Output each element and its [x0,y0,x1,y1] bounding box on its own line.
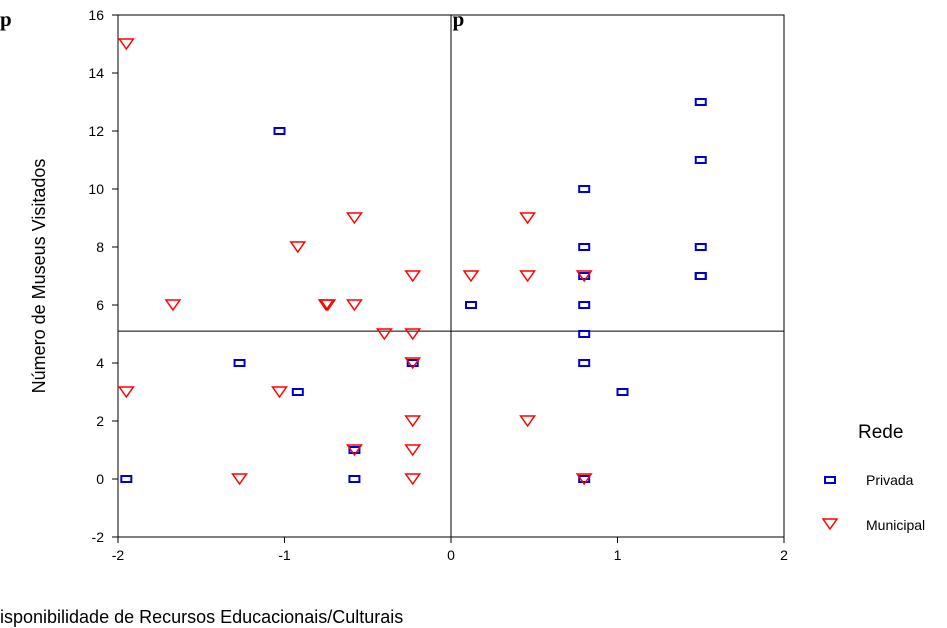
data-point-privada [464,301,477,309]
data-point-municipal [404,270,422,283]
data-point-municipal [345,444,363,457]
y-tick-label: 2 [96,413,104,429]
reference-lines [118,15,784,537]
data-point-municipal [319,299,337,312]
data-point-privada [578,185,591,193]
data-point-municipal [575,270,593,283]
data-point-privada [348,446,361,454]
data-point-municipal [462,270,480,283]
y-tick-label: -2 [92,529,105,545]
data-point-privada [578,475,591,483]
y-axis-label: Número de Museus Visitados [29,159,49,394]
data-points [117,38,707,486]
legend: Rede Privada Municipal [821,422,925,533]
data-point-privada [578,243,591,251]
y-tick-label: 8 [96,239,104,255]
legend-title: Rede [858,422,903,443]
legend-label-municipal: Municipal [866,517,925,533]
data-point-privada [291,388,304,396]
data-point-municipal [345,212,363,225]
data-point-municipal [404,357,422,370]
data-point-municipal [231,473,248,486]
y-tick-label: 4 [96,355,104,371]
x-axis-ticks: -2 -1 0 1 2 [112,537,788,563]
data-point-municipal [575,473,593,486]
legend-markers [821,476,839,531]
data-point-municipal [345,299,363,312]
x-tick-label: 1 [614,547,622,563]
data-point-privada [616,388,629,396]
chart-title: p p [0,7,464,31]
data-point-municipal [519,415,537,428]
data-point-municipal [271,386,288,399]
data-point-privada [273,127,286,135]
data-point-municipal [404,444,422,457]
y-axis-ticks: -2 0 2 4 6 8 10 12 14 16 [88,7,118,545]
data-point-privada [406,359,419,367]
data-point-privada [694,243,707,251]
x-tick-label: -2 [112,547,125,563]
y-tick-label: 0 [96,471,104,487]
data-point-privada [578,272,591,280]
y-tick-label: 10 [88,181,104,197]
data-point-municipal [404,328,422,341]
data-point-municipal [117,386,135,399]
y-tick-label: 14 [88,65,104,81]
data-point-privada [694,272,707,280]
legend-marker-municipal [821,518,839,531]
legend-label-privada: Privada [866,472,914,488]
y-tick-label: 6 [96,297,104,313]
data-point-municipal [375,328,393,341]
data-point-privada [694,98,707,106]
data-point-privada [578,301,591,309]
y-tick-label: 16 [88,7,104,23]
data-point-privada [694,156,707,164]
data-point-municipal [519,270,537,283]
x-tick-label: 0 [447,547,455,563]
x-tick-label: -1 [278,547,291,563]
y-tick-label: 12 [88,123,104,139]
legend-marker-privada [824,476,836,484]
data-point-municipal [404,473,422,486]
data-point-privada [120,475,133,483]
data-point-privada [578,359,591,367]
x-axis-label: isponibilidade de Recursos Educacionais/… [0,607,403,627]
data-point-privada [348,475,361,483]
data-point-privada [233,359,246,367]
data-point-municipal [404,415,422,428]
data-point-municipal [117,38,135,51]
data-point-municipal [289,241,307,254]
x-tick-label: 2 [780,547,788,563]
data-point-privada [578,330,591,338]
data-point-municipal [164,299,182,312]
data-point-municipal [519,212,537,225]
